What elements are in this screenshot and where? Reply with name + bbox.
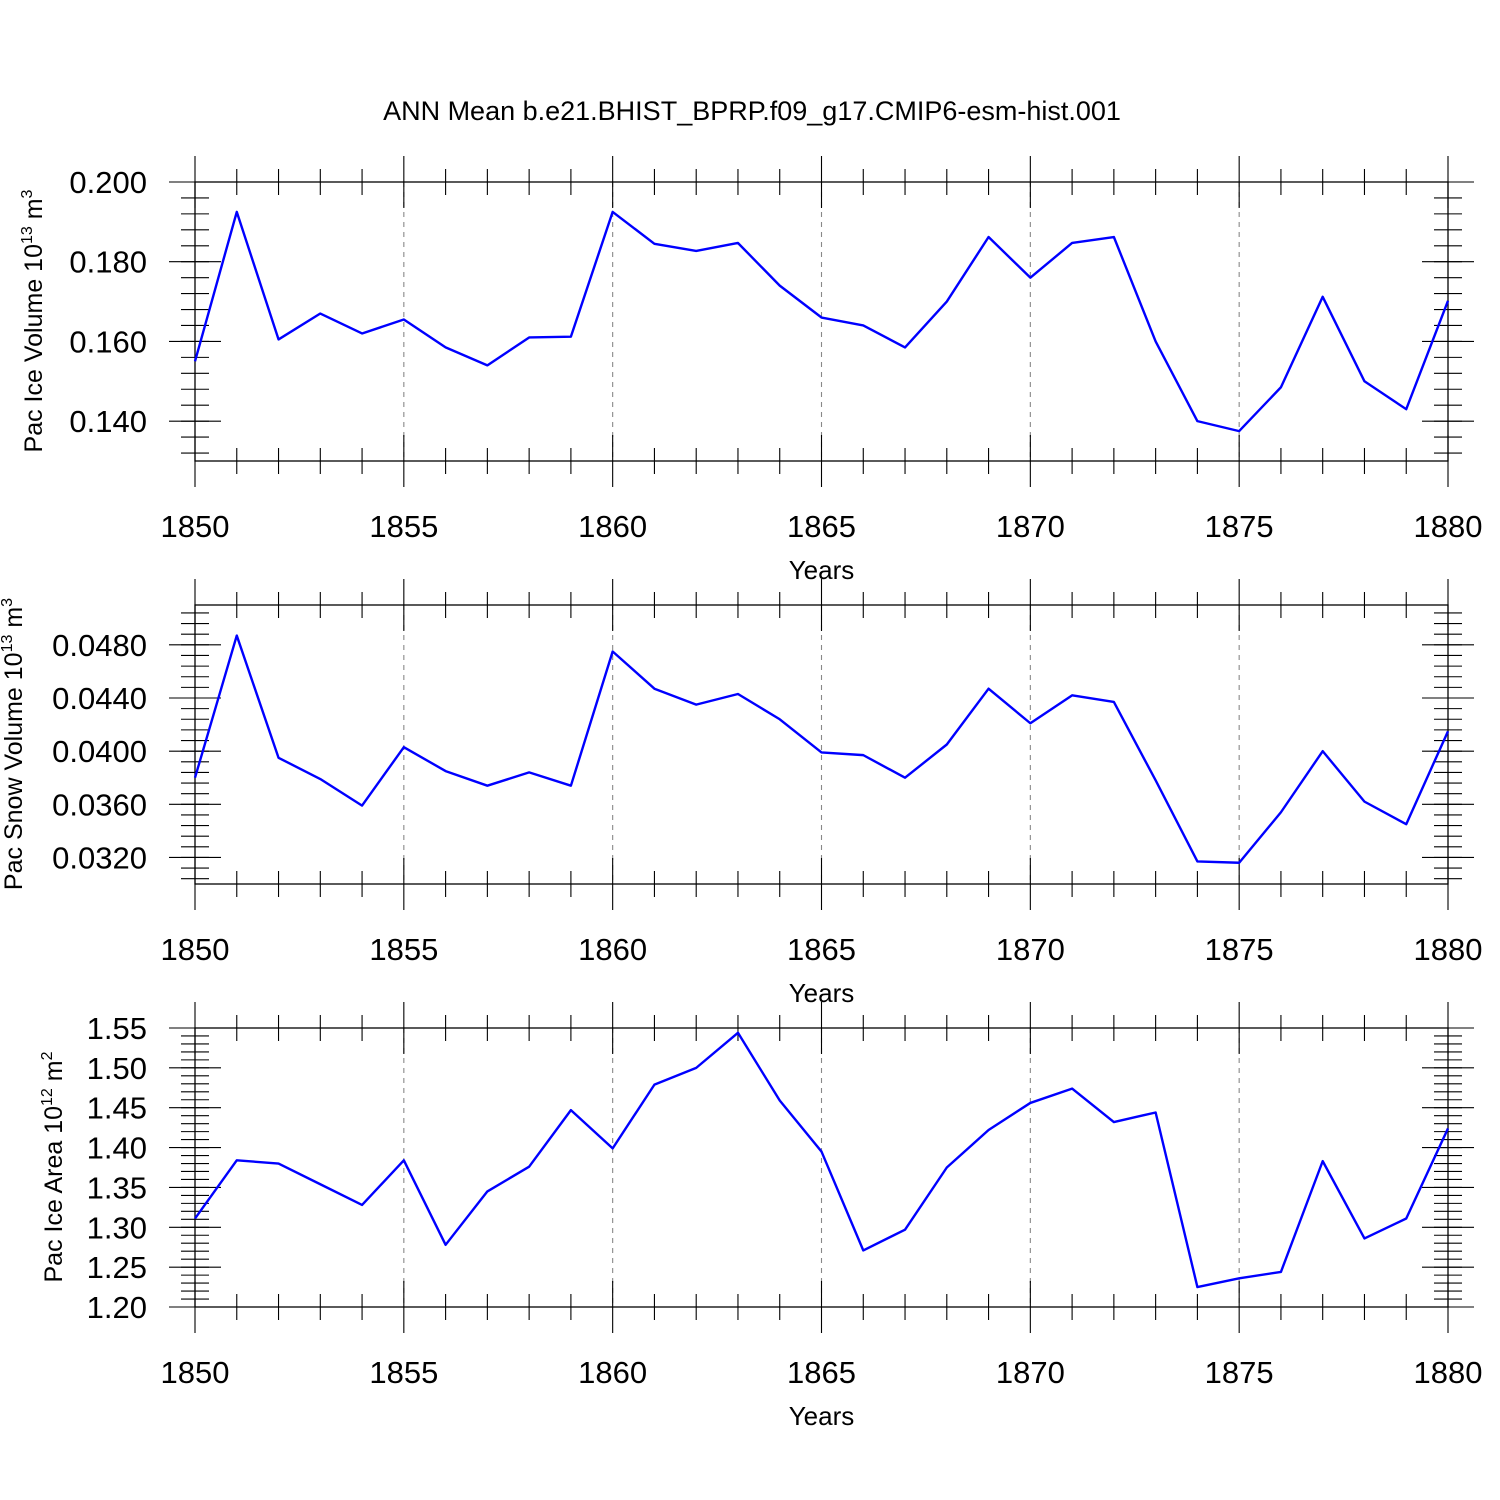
x-tick-label: 1880 (1414, 932, 1483, 967)
figure-title: ANN Mean b.e21.BHIST_BPRP.f09_g17.CMIP6-… (383, 96, 1121, 126)
y-axis-label-exponent: 12 (39, 1088, 56, 1106)
y-tick-label: 1.25 (87, 1250, 147, 1285)
y-tick-label: 0.140 (69, 404, 147, 439)
y-axis-label-main: Pac Ice Area 10 (40, 1106, 68, 1283)
y-tick-label: 0.0480 (52, 628, 147, 663)
y-tick-label: 1.40 (87, 1131, 147, 1166)
x-tick-label: 1870 (996, 932, 1065, 967)
x-tick-label: 1855 (369, 509, 438, 544)
x-tick-label: 1870 (996, 1355, 1065, 1390)
panel-1: 1850 1855 1860 1865 1870 1875 1880Years0.1400.… (19, 156, 1482, 585)
x-tick-label: 1850 (161, 509, 230, 544)
y-axis-label-unit: m (40, 1060, 68, 1088)
y-tick-label: 1.55 (87, 1011, 147, 1046)
x-tick-label: 1880 (1414, 509, 1483, 544)
x-tick-label: 1870 (996, 509, 1065, 544)
y-axis-label-exponent: 13 (0, 635, 16, 653)
y-axis-label-unit: m (0, 607, 28, 635)
x-tick-label: 1875 (1205, 1355, 1274, 1390)
y-axis-label-unit-exponent: 3 (0, 598, 16, 607)
y-tick-label: 1.45 (87, 1091, 147, 1126)
y-axis-label-main: Pac Snow Volume 10 (0, 652, 28, 890)
y-axis-label: Pac Snow Volume 1013 m3 (0, 598, 28, 890)
x-tick-label: 1860 (578, 509, 647, 544)
panel-2: 1850 1855 1860 1865 1870 1875 1880Years0.03200… (0, 579, 1482, 1008)
y-tick-label: 0.0320 (52, 840, 147, 875)
x-tick-label: 1875 (1205, 932, 1274, 967)
y-axis-label-main: Pac Ice Volume 10 (20, 244, 48, 452)
x-tick-label: 1860 (578, 1355, 647, 1390)
x-tick-label: 1855 (369, 1355, 438, 1390)
x-axis-label: Years (789, 1401, 855, 1431)
y-tick-label: 0.200 (69, 165, 147, 200)
panel-3: 1850 1855 1860 1865 1870 1875 1880 Years 1.20 1.2… (39, 1002, 1482, 1431)
x-tick-label: 1865 (787, 1355, 856, 1390)
x-tick-label: 1875 (1205, 509, 1274, 544)
x-tick-label: 1850 (161, 1355, 230, 1390)
y-tick-label: 0.160 (69, 324, 147, 359)
y-tick-label: 0.0400 (52, 734, 147, 769)
y-tick-label: 1.35 (87, 1170, 147, 1205)
x-tick-label: 1855 (369, 932, 438, 967)
y-axis-label-exponent: 13 (19, 226, 36, 244)
x-tick-label: 1880 (1414, 1355, 1483, 1390)
y-tick-label: 0.0440 (52, 681, 147, 716)
y-tick-label: 0.180 (69, 245, 147, 280)
y-axis-label-unit: m (20, 198, 48, 226)
x-tick-label: 1865 (787, 932, 856, 967)
y-tick-label: 1.20 (87, 1290, 147, 1325)
x-tick-label: 1865 (787, 509, 856, 544)
y-tick-label: 1.50 (87, 1051, 147, 1086)
x-tick-label: 1850 (161, 932, 230, 967)
y-axis-label: Pac Ice Area 1012 m2 (39, 1051, 68, 1282)
y-axis-label-unit-exponent: 3 (19, 189, 36, 198)
y-axis-label-unit-exponent: 2 (39, 1051, 56, 1060)
y-axis-label: Pac Ice Volume 1013 m3 (19, 189, 48, 452)
panels: 1850 1855 1860 1865 1870 1875 1880 Years 0.140 0.… (0, 156, 1482, 1431)
x-tick-label: 1860 (578, 932, 647, 967)
y-tick-label: 0.0360 (52, 787, 147, 822)
y-tick-label: 1.30 (87, 1210, 147, 1245)
